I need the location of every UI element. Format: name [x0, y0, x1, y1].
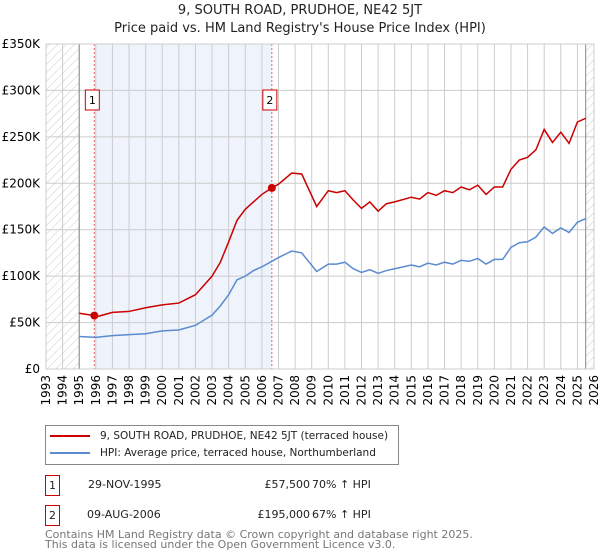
x-tick-label: 2016	[421, 375, 435, 406]
sale-point	[267, 183, 276, 192]
y-tick-label: £50K	[9, 316, 41, 330]
transaction-badge: 2	[45, 505, 60, 526]
transaction-row: 2 09-AUG-2006 £195,000 67% ↑ HPI	[45, 505, 425, 526]
x-tick-label: 2021	[504, 375, 518, 406]
footer: Contains HM Land Registry data © Crown c…	[45, 528, 473, 551]
y-tick-label: £100K	[2, 269, 42, 283]
price-line	[79, 117, 587, 318]
y-tick-label: £300K	[2, 83, 42, 97]
legend-blue-line	[50, 452, 90, 454]
x-tick-label: 2004	[222, 375, 236, 406]
ownership-shade	[94, 44, 272, 369]
x-tick-label: 1998	[122, 375, 136, 406]
x-tick-label: 2014	[388, 375, 402, 406]
y-tick-label: £250K	[2, 130, 42, 144]
transaction-row: 1 29-NOV-1995 £57,500 70% ↑ HPI	[45, 475, 425, 496]
transaction-badge: 1	[45, 475, 60, 496]
legend-property: 9, SOUTH ROAD, PRUDHOE, NE42 5JT (terrac…	[100, 430, 389, 442]
transaction-price: £195,000	[257, 508, 311, 521]
hatch-region-after	[585, 44, 594, 369]
x-tick-label: 2020	[487, 375, 501, 406]
x-tick-label: 2024	[554, 375, 568, 406]
price-chart: 1993 1994 1995 1996 1997 1998 1999 2000 2001 2002…	[2, 37, 600, 406]
sale-point	[90, 311, 99, 320]
x-tick-label: 1994	[56, 375, 70, 406]
legend-red-line	[50, 435, 90, 437]
chart-subtitle: Price paid vs. HM Land Registry's House …	[114, 21, 486, 36]
x-tick-label: 2012	[355, 375, 369, 406]
sale-label: 2	[266, 94, 273, 107]
x-tick-label: 2005	[238, 375, 252, 406]
legend: 9, SOUTH ROAD, PRUDHOE, NE42 5JT (terrac…	[45, 425, 399, 465]
plot-border	[45, 43, 595, 370]
x-tick-label: 2009	[305, 375, 319, 406]
transaction-hpi: 67% ↑ HPI	[312, 508, 371, 521]
sale-label-box	[262, 89, 278, 111]
transaction-date: 29-NOV-1995	[88, 478, 162, 491]
y-tick-label: £150K	[2, 223, 42, 237]
transaction-date: 09-AUG-2006	[87, 508, 161, 521]
x-tick-label: 2018	[454, 375, 468, 406]
x-tick-label: 1995	[72, 375, 86, 406]
x-tick-label: 1993	[39, 375, 53, 406]
x-tick-label: 2010	[321, 375, 335, 406]
y-tick-label: £0	[25, 362, 40, 376]
y-tick-label: £350K	[2, 37, 42, 51]
x-tick-label: 2023	[537, 375, 551, 406]
x-tick-label: 2011	[338, 375, 352, 406]
x-tick-label: 2000	[155, 375, 169, 406]
x-tick-label: 2019	[471, 375, 485, 406]
hpi-line	[79, 217, 587, 339]
x-tick-label: 2007	[271, 375, 285, 406]
sale-label: 1	[89, 94, 96, 107]
transaction-hpi: 70% ↑ HPI	[312, 478, 371, 491]
x-tick-label: 2022	[521, 375, 535, 406]
x-tick-label: 2008	[288, 375, 302, 406]
x-tick-label: 2026	[587, 375, 600, 406]
x-tick-label: 2017	[438, 375, 452, 406]
chart-title: 9, SOUTH ROAD, PRUDHOE, NE42 5JT	[177, 3, 423, 18]
footer-line-2: This data is licensed under the Open Gov…	[45, 538, 396, 551]
sale-label-box	[84, 89, 100, 111]
x-tick-label: 2013	[371, 375, 385, 406]
x-tick-label: 2002	[188, 375, 202, 406]
legend-hpi: HPI: Average price, terraced house, Nort…	[100, 447, 376, 459]
footer-line-1: Contains HM Land Registry data © Crown c…	[45, 528, 473, 541]
x-tick-label: 2025	[570, 375, 584, 406]
y-tick-label: £200K	[2, 176, 42, 190]
transaction-price: £57,500	[264, 478, 311, 491]
x-tick-label: 1997	[105, 375, 119, 406]
x-tick-label: 1996	[89, 375, 103, 406]
x-tick-label: 2006	[255, 375, 269, 406]
x-tick-label: 2015	[404, 375, 418, 406]
x-tick-label: 2003	[205, 375, 219, 406]
x-tick-label: 1999	[139, 375, 153, 406]
x-tick-label: 2001	[172, 375, 186, 406]
